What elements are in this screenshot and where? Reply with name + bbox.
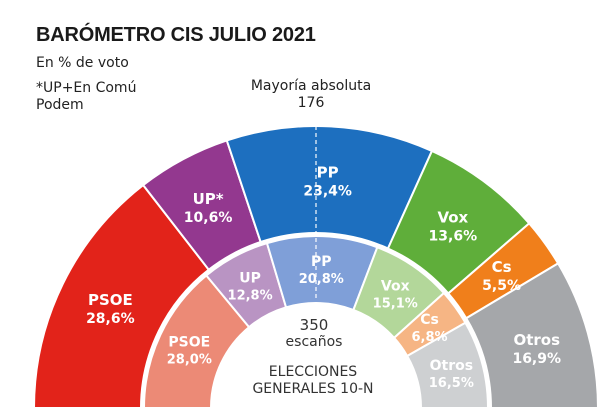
outer-label-value-otros: 16,9% — [512, 351, 561, 367]
outer-label-value-pp: 23,4% — [303, 183, 352, 199]
majority-label: Mayoría absoluta 176 — [250, 78, 372, 111]
outer-labels: PSOE 28,6% UP* 10,6% PP 23,4% Vox 13,6% Cs 5,5% Ot… — [86, 163, 561, 367]
outer-label-value-up: 10,6% — [184, 210, 233, 226]
seats-word: escaños — [286, 334, 343, 350]
inner-label-party-otros: Otros — [430, 358, 473, 374]
inner-label-value-pp: 20,8% — [299, 272, 344, 287]
inner-label-party-psoe: PSOE — [168, 334, 210, 350]
inner-ring-10n — [142, 235, 490, 409]
outer-label-party-up: UP* — [193, 190, 224, 208]
inner-labels: PSOE 28,0% UP 12,8% PP 20,8% Vox 15,1%Cs 6,8% Otr… — [167, 254, 474, 391]
election-line-2: GENERALES 10-N — [252, 381, 373, 397]
outer-label-value-vox: 13,6% — [429, 228, 478, 244]
outer-label-value-cs: 5,5% — [482, 278, 521, 294]
inner-label-party-up: UP — [239, 270, 261, 286]
seats-number: 350 — [300, 316, 329, 334]
outer-slice-otros — [464, 262, 600, 409]
outer-label-party-vox: Vox — [437, 208, 468, 226]
inner-slice-otros — [405, 321, 490, 409]
inner-label-party-cs: Cs — [420, 312, 439, 328]
outer-label-party-otros: Otros — [513, 331, 560, 349]
outer-label-party-psoe: PSOE — [88, 291, 133, 309]
outer-label-value-psoe: 28,6% — [86, 311, 135, 327]
inner-label-party-pp: PP — [311, 254, 332, 270]
inner-label-value-cs: 6,8% — [411, 330, 447, 345]
inner-label-value-up: 12,8% — [228, 288, 273, 303]
inner-label-value-otros: 16,5% — [429, 376, 474, 391]
inner-label-party-vox: Vox — [381, 279, 410, 295]
inner-label-value-psoe: 28,0% — [167, 352, 212, 367]
chart-title: BARÓMETRO CIS JULIO 2021 — [36, 24, 316, 46]
inner-label-value-vox: 15,1% — [373, 297, 418, 312]
outer-label-party-cs: Cs — [492, 258, 512, 276]
outer-ring-cis-2021 — [32, 125, 600, 409]
chart-subtitle: En % de voto — [36, 55, 129, 71]
election-line-1: ELECCIONES — [269, 364, 358, 380]
footnote: *UP+En Comú Podem — [36, 80, 137, 113]
outer-label-party-pp: PP — [317, 163, 339, 181]
